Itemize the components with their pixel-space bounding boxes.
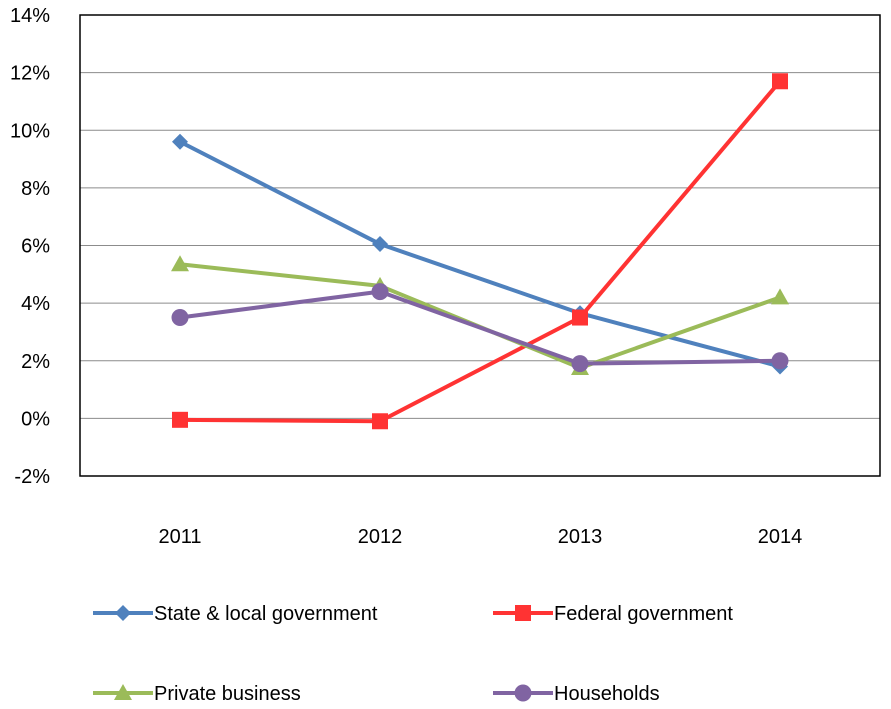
legend: State & local government Federal governme… xyxy=(93,603,733,705)
series-2 xyxy=(171,255,789,375)
y-tick-label: 4% xyxy=(21,293,50,315)
data-point-marker xyxy=(171,255,189,272)
y-tick-label: 2% xyxy=(21,351,50,373)
data-point-marker xyxy=(771,288,789,305)
legend-item: Federal government xyxy=(493,603,733,625)
y-tick-label: 12% xyxy=(10,63,50,85)
legend-label: Federal government xyxy=(554,603,733,625)
series-lines xyxy=(171,73,789,430)
x-tick-label: 2012 xyxy=(358,526,403,548)
data-point-marker xyxy=(772,73,788,90)
series-1 xyxy=(172,73,788,430)
data-point-marker xyxy=(172,133,188,150)
y-axis-tick-labels: -2% 0% 2% 4% 6% 8% 10% 12% 14% xyxy=(10,5,50,488)
legend-label: Households xyxy=(554,683,660,705)
legend-item: State & local government xyxy=(93,603,378,625)
series-line xyxy=(179,289,781,366)
y-tick-label: 14% xyxy=(10,5,50,27)
series-line xyxy=(179,139,781,369)
y-tick-label: -2% xyxy=(14,466,50,488)
data-point-marker xyxy=(371,283,389,301)
y-tick-label: 0% xyxy=(21,408,50,430)
legend-item: Households xyxy=(493,683,660,705)
x-tick-label: 2014 xyxy=(758,526,803,548)
legend-label: State & local government xyxy=(154,603,378,625)
y-tick-label: 6% xyxy=(21,236,50,258)
y-tick-label: 10% xyxy=(10,120,50,142)
series-3 xyxy=(171,283,789,373)
x-tick-label: 2011 xyxy=(158,526,201,548)
data-point-marker xyxy=(771,352,789,370)
x-tick-label: 2013 xyxy=(558,526,603,548)
x-axis-tick-labels: 2011 2012 2013 2014 xyxy=(158,526,802,548)
data-point-marker xyxy=(172,411,188,428)
gridlines xyxy=(80,72,880,419)
legend-marker xyxy=(115,605,131,621)
data-point-marker xyxy=(171,309,189,327)
legend-item: Private business xyxy=(93,683,301,705)
series-0 xyxy=(172,133,788,375)
plot-area-border xyxy=(79,14,881,477)
data-point-marker xyxy=(571,355,589,373)
legend-label: Private business xyxy=(154,683,301,705)
legend-marker xyxy=(515,605,531,621)
y-tick-label: 8% xyxy=(21,178,50,200)
data-point-marker xyxy=(372,236,388,253)
legend-marker xyxy=(514,684,532,702)
series-line xyxy=(179,79,782,424)
legend-marker xyxy=(114,684,132,700)
data-point-marker xyxy=(372,413,388,430)
data-point-marker xyxy=(572,309,588,326)
